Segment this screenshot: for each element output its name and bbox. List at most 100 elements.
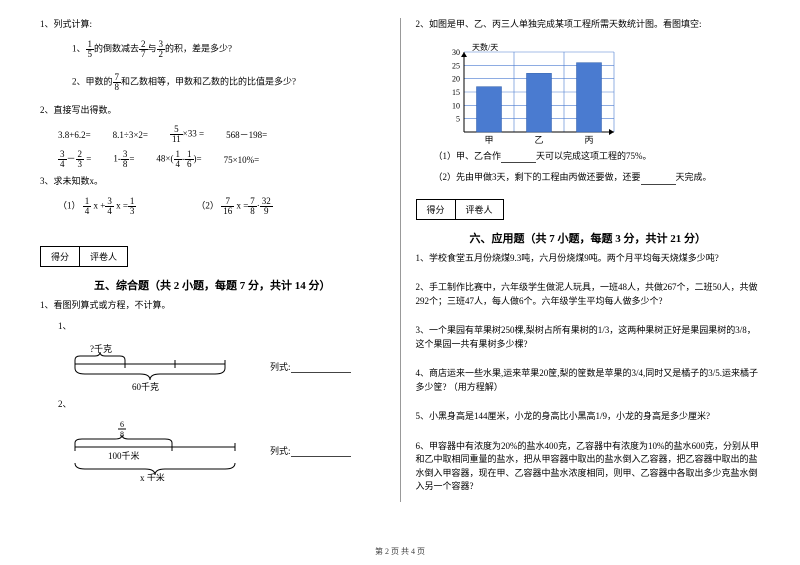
fraction: 511 — [170, 125, 183, 144]
calc: 1-38= — [113, 150, 134, 169]
label: 列式: — [270, 362, 291, 372]
fraction: 34 — [105, 197, 114, 216]
q2-title: 2、直接写出得数。 — [40, 104, 385, 118]
page-container: 1、列式计算: 1、15的倒数减去27与32的积，差是多少? 2、甲数的78和乙… — [0, 0, 800, 512]
fraction: 16 — [185, 150, 194, 169]
text: x = — [114, 200, 128, 210]
fraction: 14 — [174, 150, 183, 169]
svg-text:20: 20 — [452, 74, 460, 83]
section6-title: 六、应用题（共 7 小题，每题 3 分，共计 21 分） — [416, 230, 761, 246]
text: = — [84, 154, 91, 164]
text: （2）先由甲做3天，剩下的工程由丙做还要做，还要 — [434, 172, 641, 182]
brace-svg-2: 6 8 100千米 x 千米 — [70, 419, 250, 481]
text: 1、 — [72, 43, 86, 53]
p3: 3、一个果园有苹果树250棵,梨树占所有果树的1/3，这两种果树正好是果园果树的… — [416, 324, 761, 351]
calc: 48×(14-16)= — [156, 150, 201, 169]
score-label: 得分 — [41, 247, 80, 266]
eq2: （2） 716 x =78·329 — [196, 197, 272, 216]
text: （1）甲、乙合作 — [434, 151, 502, 161]
sec5-intro: 1、看图列算式或方程，不计算。 — [40, 299, 385, 313]
diagram-1: ?千克 60千克 列式: — [70, 342, 385, 392]
text: 48×( — [156, 154, 173, 164]
grader-label: 评卷人 — [456, 200, 503, 219]
q3-title: 3、求未知数x。 — [40, 175, 385, 189]
p1: 1、学校食堂五月份烧煤9.3吨，六月份烧煤9吨。两个月平均每天烧煤多少吨? — [416, 252, 761, 266]
fraction: 78 — [113, 73, 122, 92]
svg-text:乙: 乙 — [534, 135, 543, 145]
brace-svg-1: ?千克 60千克 — [70, 342, 250, 392]
lieshi: 列式: — [270, 444, 351, 457]
fraction: 15 — [86, 40, 95, 59]
label: 列式: — [270, 446, 291, 456]
grader-label: 评卷人 — [80, 247, 127, 266]
svg-text:天数/天: 天数/天 — [472, 42, 498, 52]
blank-line — [291, 447, 351, 457]
fraction: 34 — [58, 150, 67, 169]
svg-text:25: 25 — [452, 61, 460, 70]
q1-title: 1、列式计算: — [40, 18, 385, 32]
q1-sub2: 2、甲数的78和乙数相等，甲数和乙数的比的比值是多少? — [72, 73, 385, 92]
text: 2、甲数的 — [72, 76, 113, 86]
rq2-line1: （1）甲、乙合作 天可以完成这项工程的75%。 — [434, 150, 761, 164]
lieshi: 列式: — [270, 360, 351, 373]
chart-svg: 51015202530天数/天甲乙丙 — [434, 40, 624, 150]
page-footer: 第 2 页 共 4 页 — [0, 546, 800, 557]
calc: 568－198= — [226, 128, 267, 141]
score-box: 得分 评卷人 — [416, 199, 504, 220]
mid-label: 100千米 — [108, 450, 140, 461]
text: = — [129, 154, 134, 164]
calc: 511×33 = — [170, 125, 204, 144]
d2-label: 2、 — [58, 398, 385, 412]
blank-line — [291, 363, 351, 373]
rq2-line2: （2）先由甲做3天，剩下的工程由丙做还要做，还要天完成。 — [434, 171, 761, 185]
blank — [641, 175, 676, 185]
eq-row: （1） 14 x +34 x =13 （2） 716 x =78·329 — [58, 197, 385, 216]
score-row: 得分 评卷人 — [40, 240, 385, 273]
fraction: 716 — [221, 197, 234, 216]
eq1: （1） 14 x +34 x =13 — [58, 197, 136, 216]
text: 的积，差是多少? — [165, 43, 232, 53]
fraction: 27 — [139, 40, 148, 59]
svg-text:15: 15 — [452, 88, 460, 97]
fraction: 14 — [83, 197, 92, 216]
right-column: 2、如图是甲、乙、丙三人单独完成某项工程所需天数统计图。看图填空: 510152… — [406, 18, 771, 502]
text: )= — [194, 154, 202, 164]
svg-text:5: 5 — [456, 114, 460, 123]
p6: 6、甲容器中有浓度为20%的盐水400克，乙容器中有浓度为10%的盐水600克，… — [416, 440, 761, 494]
op: － — [67, 154, 76, 164]
label: （1） — [58, 200, 81, 210]
text: x + — [91, 200, 105, 210]
text: 天可以完成这项工程的75%。 — [536, 151, 652, 161]
svg-text:10: 10 — [452, 101, 460, 110]
bar-chart: 51015202530天数/天甲乙丙 — [434, 40, 761, 150]
section5-title: 五、综合题（共 2 小题，每题 7 分，共计 14 分） — [40, 277, 385, 293]
fraction: 32 — [157, 40, 166, 59]
calc: 34－23 = — [58, 150, 91, 169]
fraction: 329 — [260, 197, 273, 216]
fraction: 78 — [248, 197, 257, 216]
calc-row-1: 3.8+6.2= 8.1÷3×2= 511×33 = 568－198= — [58, 125, 385, 144]
q1-sub1: 1、15的倒数减去27与32的积，差是多少? — [72, 40, 385, 59]
text: x = — [234, 200, 248, 210]
text: 1- — [113, 154, 121, 164]
text: 和乙数相等，甲数和乙数的比的比值是多少? — [121, 76, 296, 86]
score-label: 得分 — [417, 200, 456, 219]
calc: 3.8+6.2= — [58, 130, 91, 140]
text: 的倒数减去 — [94, 43, 139, 53]
brace-top — [75, 352, 125, 360]
text: 与 — [148, 43, 157, 53]
diagram-2: 6 8 100千米 x 千米 列式: — [70, 419, 385, 481]
p4: 4、商店运来一些水果,运来苹果20筐,梨的筐数是苹果的3/4,同时又是橘子的3/… — [416, 367, 761, 394]
bottom-label: x 千米 — [140, 472, 165, 481]
left-column: 1、列式计算: 1、15的倒数减去27与32的积，差是多少? 2、甲数的78和乙… — [30, 18, 395, 502]
calc: 75×10%= — [224, 155, 260, 165]
blank — [501, 153, 536, 163]
top-label: ?千克 — [90, 344, 112, 354]
d1-label: 1、 — [58, 320, 385, 334]
fraction: 13 — [128, 197, 137, 216]
score-row-r: 得分 评卷人 — [416, 193, 761, 226]
svg-text:30: 30 — [452, 48, 460, 57]
calc-row-2: 34－23 = 1-38= 48×(14-16)= 75×10%= — [58, 150, 385, 169]
text: ×33 = — [183, 129, 204, 139]
brace-bottom — [75, 368, 225, 380]
